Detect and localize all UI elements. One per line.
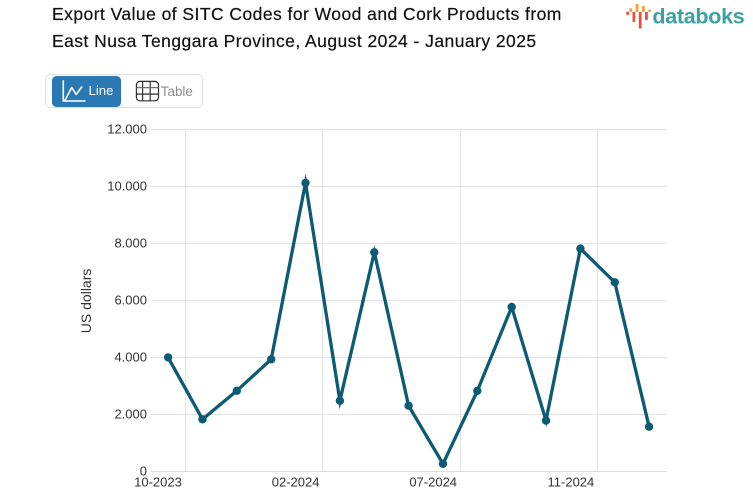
svg-text:07-2024: 07-2024 (409, 475, 457, 490)
svg-text:10.000: 10.000 (107, 179, 147, 194)
svg-text:0: 0 (140, 464, 147, 479)
svg-text:2.000: 2.000 (114, 407, 147, 422)
svg-text:4.000: 4.000 (114, 350, 147, 365)
svg-text:6.000: 6.000 (114, 293, 147, 308)
svg-text:12.000: 12.000 (107, 122, 147, 137)
svg-text:8.000: 8.000 (114, 236, 147, 251)
svg-text:US dollars: US dollars (78, 269, 94, 334)
svg-text:02-2024: 02-2024 (272, 475, 320, 490)
svg-text:databoks: databoks (652, 5, 744, 29)
svg-text:11-2024: 11-2024 (548, 475, 595, 490)
svg-text:10-2023: 10-2023 (134, 475, 182, 490)
